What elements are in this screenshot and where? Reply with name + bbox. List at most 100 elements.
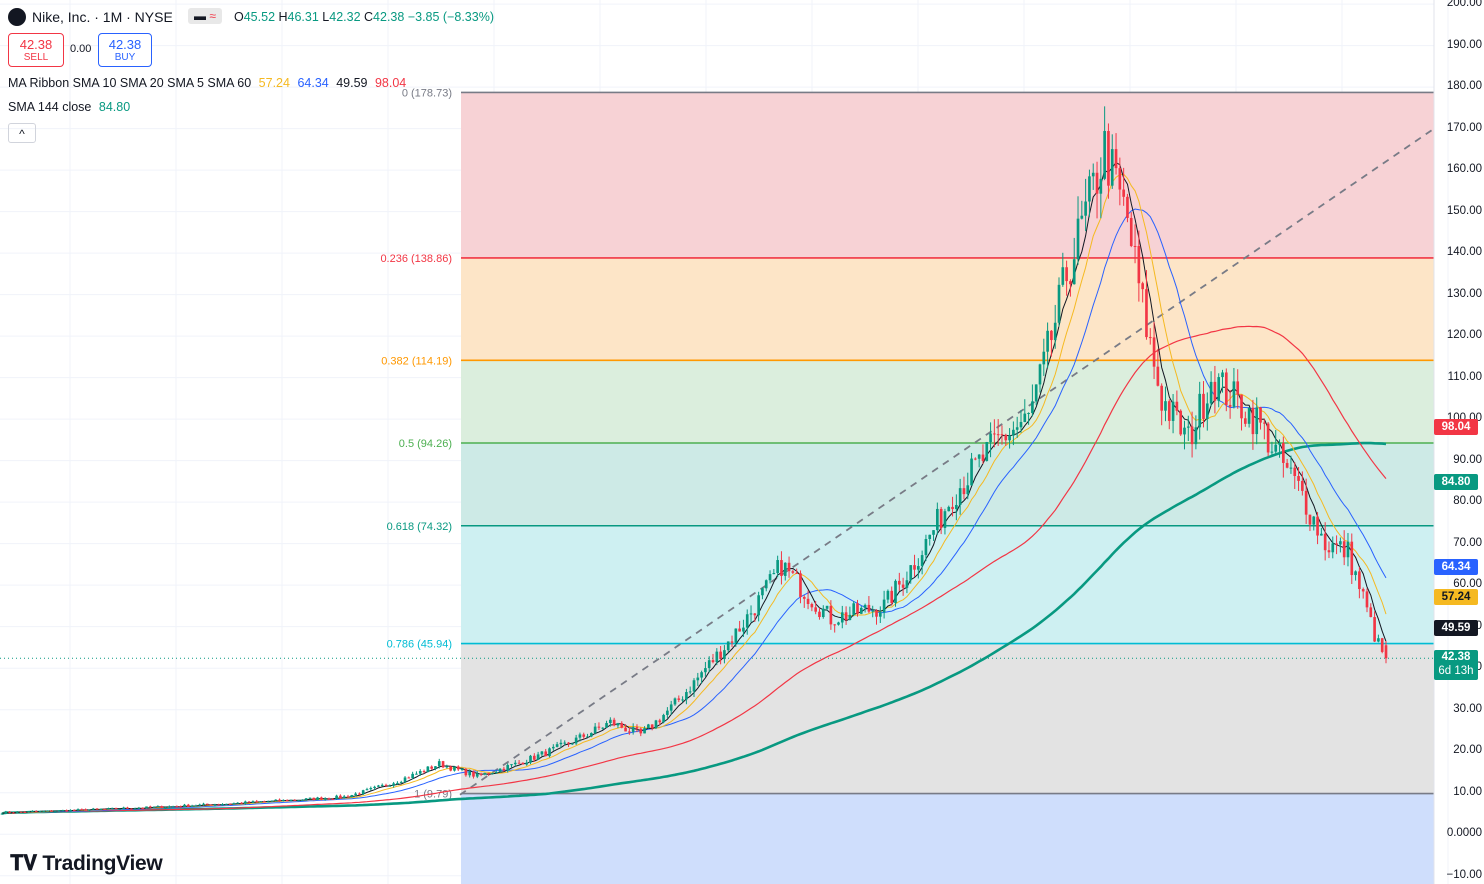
candle-body [0, 813, 4, 815]
candle-body [597, 726, 601, 728]
ma-ribbon-legend[interactable]: MA Ribbon SMA 10 SMA 20 SMA 5 SMA 60 57.… [8, 76, 406, 90]
candle-body [23, 811, 27, 813]
candle-body [669, 704, 673, 711]
sma10-value: 57.24 [258, 76, 290, 90]
candle-body [635, 727, 639, 729]
candle-body [559, 742, 563, 745]
candle-body [719, 651, 722, 660]
symbol-title[interactable]: Nike, Inc. · 1M · NYSE [32, 9, 173, 25]
candle-body [1046, 330, 1049, 352]
candle-body [677, 698, 681, 700]
candle-body [917, 566, 920, 570]
candle-body [301, 799, 304, 801]
candle-body [943, 511, 947, 528]
candle-body [323, 798, 327, 800]
price-axis-tick: 70.00 [1453, 536, 1482, 549]
candle-body [1198, 393, 1202, 428]
candle-body [377, 785, 380, 787]
candle-body [1156, 366, 1160, 386]
candle-body [977, 454, 981, 459]
open-label: O [234, 10, 244, 24]
candle-body [1335, 543, 1338, 545]
bar-countdown: 6d 13h [1438, 665, 1474, 678]
price-axis-tick: 60.00 [1453, 578, 1482, 591]
fib-level-label: 0.5 (94.26) [399, 438, 452, 450]
candle-body [84, 809, 87, 811]
candle-body [506, 765, 510, 771]
candle-body [715, 651, 719, 663]
candle-body [783, 562, 787, 576]
sell-button[interactable]: 42.38 SELL [8, 33, 64, 67]
candle-body [1004, 434, 1008, 441]
candle-body [958, 488, 962, 505]
candle-body [327, 798, 331, 800]
candle-body [426, 766, 430, 772]
sma144-legend[interactable]: SMA 144 close 84.80 [8, 100, 130, 114]
sma60-value: 98.04 [374, 76, 407, 90]
sell-label: SELL [23, 52, 49, 63]
candle-body [513, 762, 517, 765]
tv-logo-icon: 𝐓𝐕 [10, 852, 37, 875]
candle-body [1205, 403, 1209, 419]
candle-body [837, 622, 840, 625]
candle-body [1232, 381, 1236, 407]
candle-body [555, 744, 559, 747]
candle-body [1015, 427, 1019, 430]
candle-body [730, 641, 734, 643]
candle-body [236, 802, 240, 804]
candle-body [1050, 330, 1053, 341]
candle-body [582, 734, 586, 737]
buy-button[interactable]: 42.38 BUY [98, 33, 152, 67]
candle-body [1373, 617, 1376, 642]
candle-body [175, 806, 179, 808]
candle-body [1270, 451, 1274, 453]
candle-body [628, 731, 631, 733]
candle-body [654, 720, 658, 729]
candle-body [399, 781, 403, 783]
candle-body [133, 808, 137, 810]
candle-body [415, 773, 418, 775]
candle-body [772, 573, 776, 575]
candle-body [308, 797, 312, 799]
candle-body [346, 796, 350, 798]
candle-body [776, 560, 779, 574]
sma20-value: 64.34 [297, 76, 329, 90]
candle-body [1175, 401, 1179, 411]
candle-body [221, 804, 224, 806]
candle-body [650, 724, 654, 729]
candle-body [255, 801, 259, 803]
low-value: 42.32 [329, 10, 361, 24]
candle-body [810, 604, 814, 608]
candle-body [1160, 385, 1163, 411]
candle-body [970, 458, 973, 486]
candle-body [707, 660, 711, 669]
candle-body [407, 777, 411, 779]
candle-body [1293, 467, 1297, 477]
candle-body [57, 810, 61, 812]
candle-body [521, 762, 525, 765]
candle-body [1263, 422, 1266, 424]
candle-body [293, 799, 297, 801]
candle-body [913, 565, 916, 570]
candle-body [802, 596, 806, 599]
candle-body [88, 809, 91, 811]
candle-body [502, 768, 506, 771]
candle-body [863, 604, 867, 608]
trend-line [459, 127, 1435, 796]
price-axis-tick: 130.00 [1446, 287, 1482, 300]
candle-body [183, 804, 186, 807]
last-price-tag: 42.38 6d 13h [1434, 650, 1478, 681]
fib-level-label: 0 (178.73) [402, 87, 452, 99]
indicator-toggle-icon[interactable]: ▬ ≈ [188, 8, 222, 24]
candle-body [738, 628, 741, 632]
candle-body [137, 807, 141, 809]
collapse-legend-button[interactable]: ^ [8, 123, 36, 143]
ohlc-readout: O45.52 H46.31 L42.32 C42.38 −3.85 (−8.33… [234, 10, 494, 24]
candle-body [152, 806, 156, 808]
candle-body [339, 795, 342, 799]
candle-body [122, 807, 125, 809]
candle-body [897, 580, 901, 585]
candle-body [103, 808, 106, 810]
candle-body [190, 805, 194, 807]
